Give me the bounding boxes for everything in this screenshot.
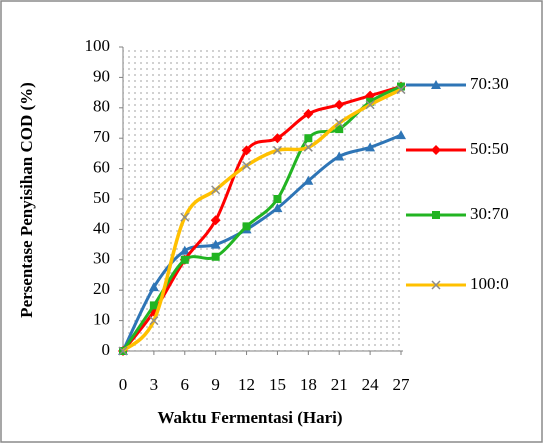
legend-marker xyxy=(431,280,441,290)
data-point xyxy=(148,282,159,292)
data-point xyxy=(210,239,221,249)
x-tick-label: 21 xyxy=(331,375,348,394)
data-point xyxy=(304,134,313,143)
series-line xyxy=(121,85,402,352)
x-tick-label: 0 xyxy=(119,375,128,394)
y-tick-label: 20 xyxy=(93,279,110,298)
y-tick-label: 40 xyxy=(93,218,110,237)
data-point xyxy=(149,316,159,326)
data-point xyxy=(210,215,221,226)
plot-background xyxy=(123,47,403,351)
legend-marker xyxy=(431,145,441,155)
data-point xyxy=(211,185,221,195)
data-point xyxy=(149,301,158,310)
series-line xyxy=(121,133,402,352)
data-point xyxy=(179,245,190,255)
data-point xyxy=(335,125,344,134)
data-point xyxy=(334,99,345,110)
data-point xyxy=(211,252,220,261)
data-point xyxy=(242,161,252,171)
y-tick-label: 60 xyxy=(93,158,110,177)
data-point xyxy=(180,212,190,222)
x-tick-label: 15 xyxy=(269,375,286,394)
data-point xyxy=(334,151,345,161)
data-point xyxy=(303,175,314,185)
legend-label: 70:30 xyxy=(470,74,509,93)
y-tick-label: 90 xyxy=(93,66,110,85)
data-point xyxy=(397,82,405,91)
series-line xyxy=(121,85,402,352)
x-tick-label: 6 xyxy=(181,375,190,394)
y-tick-label: 30 xyxy=(93,249,110,268)
data-point xyxy=(365,100,375,110)
legend-label: 100:0 xyxy=(470,274,509,293)
legend-marker xyxy=(432,211,440,219)
data-point xyxy=(334,118,344,128)
data-point xyxy=(396,85,406,95)
legend-label: 50:50 xyxy=(470,139,509,158)
y-tick-label: 70 xyxy=(93,127,110,146)
x-tick-label: 27 xyxy=(393,375,411,394)
legend-label: 30:70 xyxy=(470,204,509,223)
data-point xyxy=(242,222,251,231)
y-tick-label: 0 xyxy=(102,340,111,359)
y-tick-label: 100 xyxy=(85,36,111,55)
data-point xyxy=(303,108,314,119)
data-point xyxy=(272,203,283,213)
y-tick-label: 50 xyxy=(93,188,110,207)
data-point xyxy=(303,142,313,152)
x-tick-label: 12 xyxy=(238,375,255,394)
y-axis-label: Persentase Penyisihan COD (%) xyxy=(17,82,36,318)
y-tick-label: 80 xyxy=(93,97,110,116)
data-point xyxy=(396,130,406,140)
series-line xyxy=(121,87,402,353)
data-point xyxy=(365,142,376,152)
x-axis-label: Waktu Fermentasi (Hari) xyxy=(157,408,342,427)
data-point xyxy=(273,195,282,203)
legend-marker xyxy=(431,80,441,89)
data-point xyxy=(272,133,283,144)
data-point xyxy=(272,145,282,155)
data-point xyxy=(241,145,252,156)
y-tick-label: 10 xyxy=(93,310,110,329)
data-point xyxy=(366,97,375,106)
data-point xyxy=(180,255,189,264)
x-tick-label: 3 xyxy=(150,375,159,394)
x-tick-label: 24 xyxy=(362,375,380,394)
x-tick-label: 9 xyxy=(211,375,220,394)
x-tick-label: 18 xyxy=(300,375,317,394)
data-point xyxy=(118,346,128,356)
